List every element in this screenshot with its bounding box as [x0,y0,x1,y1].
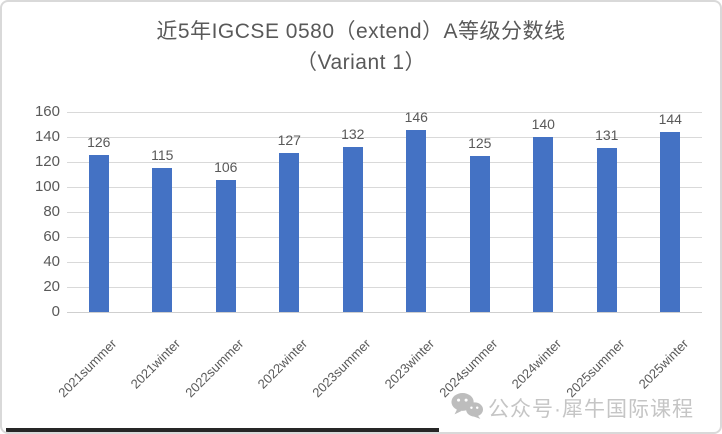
x-axis-label: 2025winter [635,336,691,392]
x-axis-label: 2021summer [55,336,120,401]
bar [660,132,681,312]
bar-value-label: 144 [658,111,682,127]
x-axis-label: 2023winter [381,336,437,392]
gridline [67,212,702,213]
bar [406,129,427,312]
y-axis-tick-label: 20 [43,278,60,295]
bar [152,168,173,312]
y-axis-tick-label: 40 [43,253,60,270]
bottom-edge-strip [6,428,439,432]
x-axis-label: 2025summer [563,336,628,401]
bar-value-label: 132 [341,126,365,142]
gridline [67,112,702,113]
y-axis-tick-label: 160 [34,103,60,120]
bar-value-label: 131 [595,127,619,144]
x-axis-label: 2024winter [508,336,564,392]
bar-value-label: 140 [531,116,555,132]
chart-title-line2: （Variant 1） [296,51,426,74]
watermark: 公众号·犀牛国际课程 [451,392,694,424]
chart-title: 近5年IGCSE 0580（extend）A等级分数线 （Variant 1） [2,16,720,78]
x-axis-label: 2022winter [254,336,310,392]
bar [596,148,617,312]
bar [342,147,363,312]
y-axis-tick-label: 120 [34,153,60,170]
bar-value-label: 127 [277,132,301,149]
bar-value-label: 125 [468,134,492,151]
y-axis-tick-label: 100 [34,178,60,195]
gridline [67,262,702,263]
bar-chart-plot-area: 0 20 40 60 80 100 120 140 160 126 2021summer 115 202… [35,104,702,400]
y-axis-tick-label: 0 [51,303,60,320]
y-axis-tick-label: 140 [34,128,60,145]
gridline [67,162,702,163]
gridline [67,287,702,288]
bar [215,179,236,312]
bar [88,154,109,312]
wechat-icon [451,392,483,424]
bar-value-label: 126 [87,133,111,150]
x-axis-label: 2022summer [182,336,247,401]
gridline [67,237,702,238]
gridline [67,187,702,188]
gridline [67,137,702,138]
chart-title-line1: 近5年IGCSE 0580（extend）A等级分数线 [156,20,566,43]
bar [533,137,554,312]
x-axis-label: 2021winter [127,336,183,392]
y-axis-tick-label: 80 [43,203,60,220]
bar-value-label: 146 [404,108,428,125]
gridline [67,312,702,313]
x-axis-label: 2024summer [436,336,501,401]
bar-value-label: 115 [151,147,174,164]
x-axis-label: 2023summer [309,336,374,401]
watermark-text: 公众号·犀牛国际课程 [488,398,694,421]
bar-value-label: 106 [214,158,238,175]
bar [279,153,300,312]
y-axis-tick-label: 60 [43,228,60,245]
bar [469,155,490,312]
